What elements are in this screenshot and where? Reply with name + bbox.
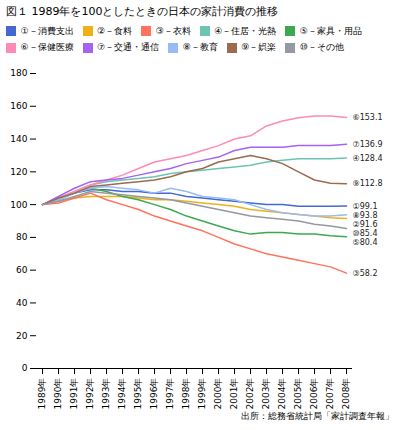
svg-text:1998年: 1998年 (181, 377, 191, 409)
svg-text:⑩85.4: ⑩85.4 (353, 228, 378, 237)
html-text:⑦－交通・通信: ⑦－交通・通信 (97, 42, 160, 53)
html-text:図１ 1989年を100としたときの日本の家計消費の推移: 図１ 1989年を100としたときの日本の家計消費の推移 (6, 5, 279, 18)
html-text:②－食料: ②－食料 (97, 25, 133, 36)
svg-text:100: 100 (10, 199, 27, 209)
svg-text:⑥153.1: ⑥153.1 (353, 113, 383, 122)
html-text:⑨－娯楽: ⑨－娯楽 (241, 42, 277, 53)
svg-text:1989年: 1989年 (37, 377, 47, 409)
svg-text:⑧93.8: ⑧93.8 (353, 210, 378, 219)
svg-text:1995年: 1995年 (133, 377, 143, 409)
svg-text:2005年: 2005年 (293, 377, 303, 409)
svg-text:2001年: 2001年 (229, 377, 239, 409)
svg-text:⑦136.9: ⑦136.9 (353, 139, 383, 148)
svg-text:②91.6: ②91.6 (353, 219, 378, 228)
html-text:出所：総務省統計局「家計調査年報」: 出所：総務省統計局「家計調査年報」 (241, 410, 394, 421)
html-text:⑩－その他: ⑩－その他 (299, 42, 344, 53)
svg-text:⑨112.8: ⑨112.8 (353, 179, 383, 188)
svg-text:160: 160 (10, 101, 27, 111)
svg-text:20: 20 (16, 330, 28, 340)
svg-text:40: 40 (16, 297, 28, 307)
svg-text:60: 60 (16, 265, 28, 275)
html-text:④－住居・光熱: ④－住居・光熱 (214, 25, 277, 36)
svg-text:2000年: 2000年 (213, 377, 223, 409)
svg-text:1994年: 1994年 (117, 377, 127, 409)
svg-text:80: 80 (16, 232, 28, 242)
html-text:⑤－家具・用品: ⑤－家具・用品 (299, 25, 362, 36)
svg-text:1992年: 1992年 (85, 377, 95, 409)
svg-text:0: 0 (22, 363, 28, 373)
svg-text:1997年: 1997年 (165, 377, 175, 409)
svg-text:2007年: 2007年 (325, 377, 335, 409)
svg-text:120: 120 (10, 166, 27, 176)
svg-text:1996年: 1996年 (149, 377, 159, 409)
svg-text:2008年: 2008年 (341, 377, 351, 409)
html-text:③－衣料: ③－衣料 (155, 25, 191, 36)
svg-text:2006年: 2006年 (309, 377, 319, 409)
svg-text:180: 180 (10, 68, 27, 78)
svg-text:1999年: 1999年 (197, 377, 207, 409)
svg-text:⑤80.4: ⑤80.4 (353, 237, 378, 246)
svg-text:①99.1: ①99.1 (353, 201, 378, 210)
svg-text:1993年: 1993年 (101, 377, 111, 409)
html-text:⑧－教育: ⑧－教育 (182, 42, 218, 53)
html-text:①－消費支出: ①－消費支出 (20, 25, 74, 36)
svg-text:2003年: 2003年 (261, 377, 271, 409)
svg-text:1990年: 1990年 (53, 377, 63, 409)
svg-text:1991年: 1991年 (69, 377, 79, 409)
svg-text:③58.2: ③58.2 (353, 268, 378, 277)
html-text:⑥－保健医療: ⑥－保健医療 (20, 42, 74, 53)
svg-text:2004年: 2004年 (277, 377, 287, 409)
svg-text:④128.4: ④128.4 (353, 153, 383, 162)
svg-text:140: 140 (10, 133, 27, 143)
svg-text:2002年: 2002年 (245, 377, 255, 409)
